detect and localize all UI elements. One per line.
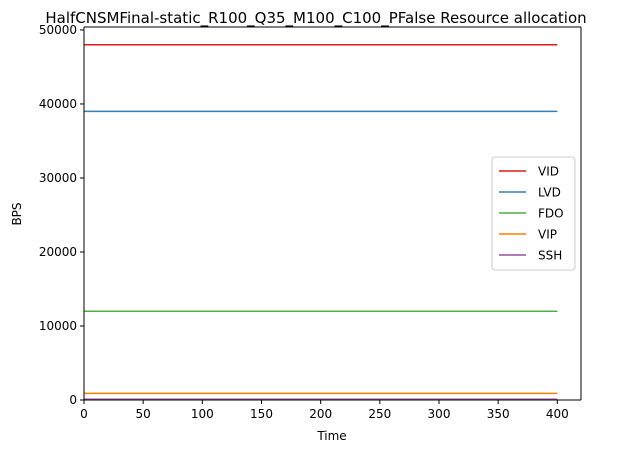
legend-items: VID LVD FDO VIP SSH (499, 165, 564, 263)
x-tick-label: 350 (487, 407, 510, 421)
y-tick-label: 30000 (39, 171, 77, 185)
x-tick-label: 0 (80, 407, 88, 421)
legend-label-vid: VID (538, 165, 559, 179)
y-tick-label: 10000 (39, 319, 77, 333)
y-tick-label: 40000 (39, 97, 77, 111)
x-tick-label: 150 (250, 407, 273, 421)
x-tick-label: 200 (309, 407, 332, 421)
legend-label-lvd: LVD (538, 186, 561, 200)
series-layer (84, 44, 558, 401)
x-tick-label: 400 (546, 407, 569, 421)
y-tick-label: 50000 (39, 23, 77, 37)
x-ticks: 0 50 100 150 200 250 300 350 400 (80, 400, 569, 421)
x-tick-label: 100 (191, 407, 214, 421)
y-ticks: 0 10000 20000 30000 40000 50000 (39, 23, 84, 407)
y-axis-label: BPS (10, 202, 24, 225)
y-tick-label: 20000 (39, 245, 77, 259)
legend-label-vip: VIP (538, 228, 557, 242)
legend-label-fdo: FDO (538, 207, 564, 221)
y-tick-label: 0 (69, 393, 77, 407)
chart-title: HalfCNSMFinal-static_R100_Q35_M100_C100_… (45, 9, 586, 28)
x-axis-label: Time (316, 429, 346, 443)
x-tick-label: 300 (428, 407, 451, 421)
x-tick-label: 50 (136, 407, 151, 421)
legend-frame (491, 156, 576, 271)
x-tick-label: 250 (368, 407, 391, 421)
legend: VID LVD FDO VIP SSH (491, 156, 576, 271)
legend-label-ssh: SSH (538, 249, 562, 263)
